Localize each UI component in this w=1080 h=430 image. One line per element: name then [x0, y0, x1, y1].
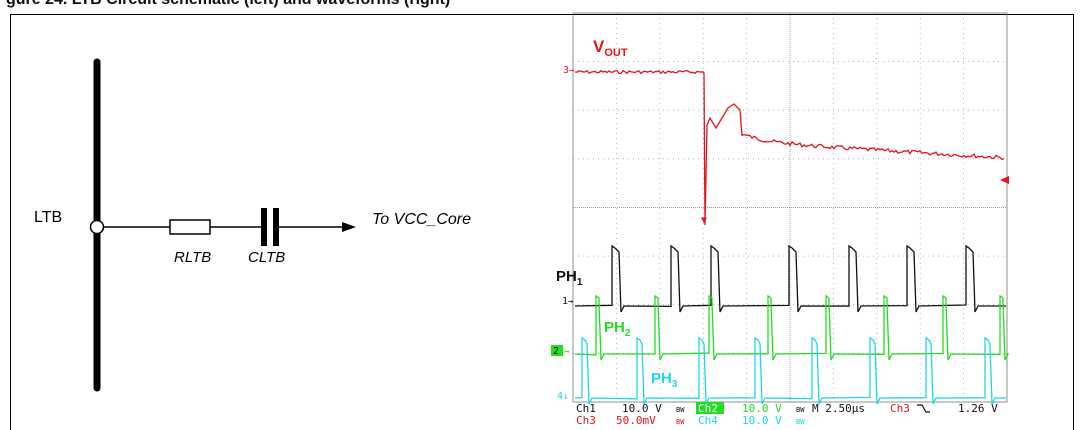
- ch1-bw: BW: [676, 406, 685, 414]
- ph2-label: PH2: [604, 319, 631, 339]
- ch4-marker: 4: [557, 391, 563, 402]
- ltb-node: [89, 219, 105, 235]
- ch2-marker-box: [551, 345, 563, 356]
- ch1-scale: 10.0 V: [622, 402, 662, 415]
- scope-grid: [572, 12, 1008, 403]
- ch1-name: Ch1: [576, 402, 596, 415]
- trigger-channel: Ch3: [890, 402, 910, 415]
- ch3-marker: 3: [563, 65, 569, 76]
- ch2-name: Ch2: [698, 402, 718, 415]
- figure-title: gure 24. LTB Circuit schematic (left) an…: [6, 0, 450, 9]
- resistor-label: RLTB: [174, 249, 211, 266]
- ltb-schematic: LTB RLTB CLTB To VCC_Core: [34, 58, 471, 392]
- figure-frame: [10, 14, 1074, 430]
- falling-edge-icon: [917, 404, 930, 413]
- output-arrow: [342, 222, 356, 232]
- status-row-1: Ch1 10.0 V BW Ch2 10.0 V BW M 2.50µs Ch3…: [576, 402, 998, 415]
- ph3-label: PH3: [651, 370, 678, 390]
- ch2-marker-arrow: →: [564, 347, 570, 357]
- resistor-symbol: [169, 219, 211, 235]
- ch2-scale: 10.0 V: [742, 402, 782, 415]
- ph1-trace: [574, 244, 1006, 313]
- ch2-name-box: [696, 402, 724, 414]
- ch3-marker-arrow: →: [569, 66, 575, 76]
- oscilloscope-screen: 3 → 1 → 2 → 4 ↓ ▼ VOUT PH1 PH2 PH3 Ch1 1…: [551, 12, 1010, 427]
- ch2-marker: 2: [553, 346, 559, 357]
- ch3-bw: BW: [676, 418, 685, 426]
- timebase: M 2.50µs: [812, 402, 865, 415]
- ch3-scale: 50.0mV: [616, 414, 656, 427]
- ch4-scale: 10.0 V: [742, 414, 782, 427]
- trigger-level-marker: [1000, 176, 1009, 184]
- output-label: To VCC_Core: [372, 211, 471, 228]
- ch4-marker-arrow: ↓: [563, 392, 568, 402]
- ph3-trace: [574, 336, 1006, 405]
- ch4-name: Ch4: [698, 414, 718, 427]
- trigger-level: 1.26 V: [958, 402, 998, 415]
- graticule-border: [572, 12, 1008, 403]
- ch3-name: Ch3: [576, 414, 596, 427]
- ch2-bw: BW: [796, 406, 805, 414]
- vout-label: VOUT: [593, 37, 628, 59]
- ch1-marker: 1: [562, 296, 568, 307]
- ph1-label: PH1: [556, 268, 583, 288]
- trigger-position-marker: ▼: [701, 215, 707, 226]
- ltb-label: LTB: [34, 209, 62, 226]
- ch1-marker-arrow: →: [568, 297, 574, 307]
- status-row-2: Ch3 50.0mV BW Ch4 10.0 V BW: [576, 414, 805, 427]
- vout-trace: [574, 69, 1005, 226]
- ch4-bw: BW: [796, 418, 805, 426]
- capacitor-label: CLTB: [248, 249, 285, 266]
- ph2-trace: [574, 294, 1010, 361]
